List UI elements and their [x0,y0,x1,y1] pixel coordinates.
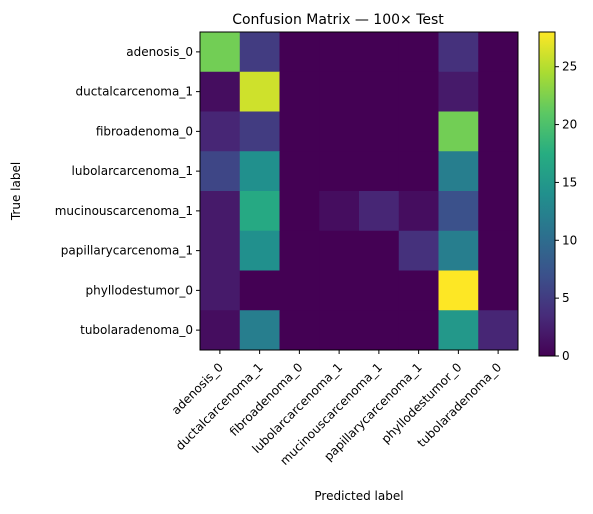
heatmap-cell [398,151,439,192]
heatmap-cell [319,191,360,232]
heatmap-cell [319,230,360,271]
heatmap-cell [398,230,439,271]
heatmap-cell [438,71,479,112]
heatmap-cell [438,310,479,351]
heatmap-cell [438,32,479,73]
heatmap-cells [200,32,519,351]
heatmap-cell [200,270,241,311]
heatmap-cell [279,270,320,311]
colorbar-tick-label: 5 [562,291,570,305]
heatmap-cell [239,191,280,232]
colorbar-tick-label: 10 [562,233,577,247]
heatmap-cell [319,71,360,112]
heatmap-cell [398,310,439,351]
y-tick-label: tubolaradenoma_0 [80,323,193,337]
y-axis-ticks: adenosis_0 ductalcarcenoma_1 fibroadenoma_… [55,45,200,337]
heatmap-cell [478,191,519,232]
heatmap-cell [359,32,400,73]
colorbar-tick-label: 15 [562,175,577,189]
heatmap-cell [279,191,320,232]
heatmap-cell [398,191,439,232]
colorbar-tick-label: 0 [562,349,570,363]
x-axis-label: Predicted label [314,489,403,503]
heatmap-cell [398,270,439,311]
heatmap-cell [279,230,320,271]
heatmap-cell [239,32,280,73]
heatmap-cell [319,310,360,351]
heatmap-cell [239,151,280,192]
heatmap-cell [438,191,479,232]
heatmap-cell [359,71,400,112]
heatmap-cell [239,230,280,271]
heatmap-cell [438,111,479,152]
y-tick-label: papillarycarcenoma_1 [61,244,193,258]
colorbar-tick-label: 25 [562,60,577,74]
heatmap-cell [239,71,280,112]
heatmap-cell [438,151,479,192]
y-tick-label: adenosis_0 [126,45,193,59]
x-tick-label: fibroadenoma_0 [227,360,306,439]
colorbar-ticks: 0 5 10 15 20 25 [555,60,577,363]
heatmap-cell [398,71,439,112]
heatmap-cell [319,32,360,73]
heatmap-cell [398,111,439,152]
heatmap-cell [200,32,241,73]
heatmap-cell [398,32,439,73]
colorbar-tick-label: 20 [562,118,577,132]
heatmap-cell [478,270,519,311]
heatmap-cell [200,111,241,152]
heatmap-cell [279,310,320,351]
y-tick-label: ductalcarcenoma_1 [76,85,193,99]
heatmap-cell [478,32,519,73]
heatmap-cell [359,270,400,311]
heatmap-cell [438,270,479,311]
heatmap-cell [478,230,519,271]
heatmap-cell [478,310,519,351]
heatmap-cell [239,310,280,351]
heatmap-cell [200,310,241,351]
heatmap-cell [478,111,519,152]
y-tick-label: phyllodestumor_0 [86,283,194,297]
heatmap-cell [359,151,400,192]
heatmap-cell [478,151,519,192]
heatmap-cell [200,230,241,271]
heatmap-cell [279,151,320,192]
heatmap-cell [319,111,360,152]
heatmap-cell [200,191,241,232]
heatmap-cell [478,71,519,112]
colorbar [538,31,556,357]
plot-frame [199,31,519,351]
heatmap-cell [438,230,479,271]
heatmap-cell [279,32,320,73]
heatmap-cell [359,230,400,271]
heatmap-cell [200,71,241,112]
x-axis-ticks: adenosis_0ductalcarcenoma_1fibroadenoma_… [169,350,504,468]
heatmap-cell [359,111,400,152]
y-tick-label: fibroadenoma_0 [96,124,193,138]
heatmap-cell [239,270,280,311]
heatmap-cell [319,270,360,311]
y-tick-label: lubolarcarcenoma_1 [72,164,193,178]
heatmap-cell [279,111,320,152]
y-tick-label: mucinouscarcenoma_1 [55,204,193,218]
heatmap-cell [359,191,400,232]
chart-title: Confusion Matrix — 100× Test [232,12,444,28]
heatmap-cell [279,71,320,112]
y-axis-label: True label [9,162,23,221]
heatmap-cell [239,111,280,152]
heatmap-cell [200,151,241,192]
heatmap-cell [359,310,400,351]
heatmap-cell [319,151,360,192]
